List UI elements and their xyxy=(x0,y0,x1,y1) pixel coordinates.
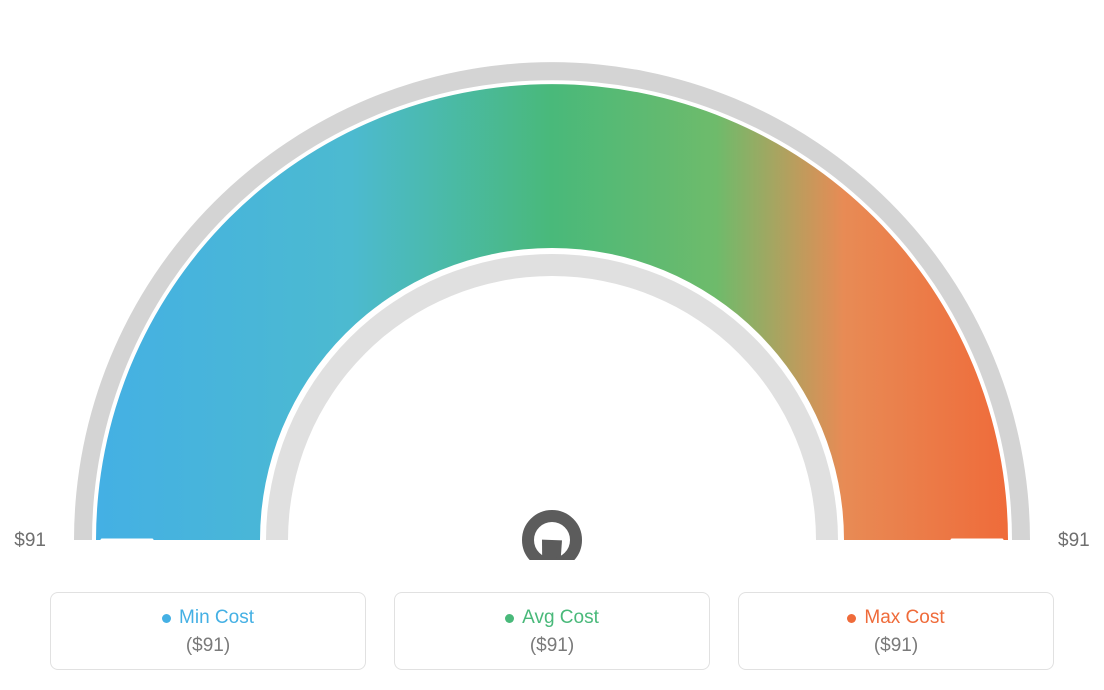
gauge-area: $91$91$91$91$91$91$91 xyxy=(0,0,1104,560)
legend-row: Min Cost ($91) Avg Cost ($91) Max Cost (… xyxy=(50,592,1054,670)
svg-text:$91: $91 xyxy=(14,530,46,551)
legend-value-max: ($91) xyxy=(749,635,1043,657)
legend-value-avg: ($91) xyxy=(405,635,699,657)
legend-label-avg: Avg Cost xyxy=(522,607,599,629)
legend-title-avg: Avg Cost xyxy=(505,607,599,629)
legend-card-min: Min Cost ($91) xyxy=(50,592,366,670)
legend-value-min: ($91) xyxy=(61,635,355,657)
legend-label-min: Min Cost xyxy=(179,607,254,629)
legend-dot-max xyxy=(847,614,856,623)
legend-card-avg: Avg Cost ($91) xyxy=(394,592,710,670)
legend-label-max: Max Cost xyxy=(864,607,944,629)
legend-card-max: Max Cost ($91) xyxy=(738,592,1054,670)
legend-title-max: Max Cost xyxy=(847,607,944,629)
legend-dot-min xyxy=(162,614,171,623)
cost-gauge-widget: $91$91$91$91$91$91$91 Min Cost ($91) Avg… xyxy=(0,0,1104,690)
legend-title-min: Min Cost xyxy=(162,607,254,629)
legend-dot-avg xyxy=(505,614,514,623)
gauge-chart: $91$91$91$91$91$91$91 xyxy=(0,0,1104,560)
svg-text:$91: $91 xyxy=(1058,530,1090,551)
